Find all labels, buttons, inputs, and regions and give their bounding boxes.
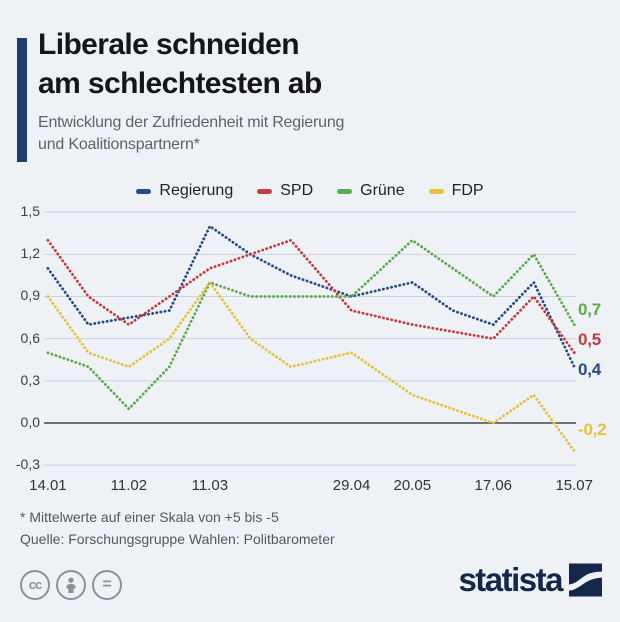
x-tick-label: 15.07 — [555, 477, 593, 494]
statista-logo-text: statista — [458, 561, 563, 598]
legend-item-gruene: Grüne — [337, 182, 405, 200]
series-line-fdp — [46, 281, 576, 453]
x-tick-label: 11.02 — [110, 477, 148, 494]
title-line-1: Liberale schneiden — [38, 28, 300, 61]
legend-label: FDP — [451, 182, 484, 199]
chart-subtitle: Entwicklung der Zufriedenheit mit Regier… — [38, 112, 344, 156]
legend-marker-spd — [257, 188, 273, 194]
legend-item-regierung: Regierung — [136, 182, 233, 200]
y-tick-label: -0,3 — [15, 456, 40, 473]
cc-license-badges[interactable]: cc = — [20, 570, 122, 600]
source-line: Quelle: Forschungsgruppe Wahlen: Politba… — [20, 531, 335, 547]
end-value-label-grüne: 0,7 — [578, 299, 602, 319]
y-tick-label: 0,6 — [20, 329, 40, 346]
y-tick-label: 0,9 — [20, 287, 40, 304]
x-tick-label: 29.04 — [332, 477, 371, 494]
statista-logo-mark — [569, 563, 602, 597]
end-value-label-fdp: -0,2 — [578, 420, 607, 440]
title-line-2: am schlechtesten ab — [38, 67, 322, 100]
series-line-spd — [46, 238, 576, 355]
chart-legend: Regierung SPD Grüne FDP — [0, 180, 620, 202]
y-tick-label: 1,5 — [20, 203, 40, 220]
legend-label: SPD — [280, 182, 314, 199]
page-title: Liberale schneiden am schlechtesten ab — [38, 25, 322, 103]
subtitle-line-2: und Koalitionspartnern* — [38, 136, 200, 153]
y-tick-label: 0,3 — [20, 371, 40, 388]
series-line-regierung — [46, 224, 576, 369]
y-tick-label: 1,2 — [20, 245, 40, 262]
legend-label: Grüne — [360, 182, 405, 199]
legend-marker-fdp — [428, 188, 444, 194]
legend-marker-gruene — [337, 188, 353, 194]
x-tick-label: 20.05 — [393, 477, 432, 494]
end-value-label-regierung: 0,4 — [578, 359, 602, 379]
legend-item-fdp: FDP — [428, 182, 484, 200]
title-accent-bar — [17, 38, 27, 162]
x-tick-label: 11.03 — [191, 477, 229, 494]
y-tick-label: 0,0 — [20, 414, 40, 430]
legend-item-spd: SPD — [257, 182, 313, 200]
legend-label: Regierung — [159, 182, 234, 199]
cc-icon[interactable]: cc — [20, 570, 50, 600]
x-tick-label: 14.01 — [29, 477, 67, 494]
series-line-grüne — [46, 238, 576, 411]
legend-marker-regierung — [136, 188, 152, 194]
subtitle-line-1: Entwicklung der Zufriedenheit mit Regier… — [38, 114, 345, 131]
footer-notes: * Mittelwerte auf einer Skala von +5 bis… — [20, 506, 335, 550]
attribution-icon[interactable] — [56, 570, 86, 600]
equals-icon[interactable]: = — [92, 570, 122, 600]
statista-logo[interactable]: statista — [458, 563, 602, 597]
x-tick-label: 17.06 — [474, 477, 513, 494]
end-value-label-spd: 0,5 — [578, 329, 602, 349]
footnote: * Mittelwerte auf einer Skala von +5 bis… — [20, 509, 279, 525]
